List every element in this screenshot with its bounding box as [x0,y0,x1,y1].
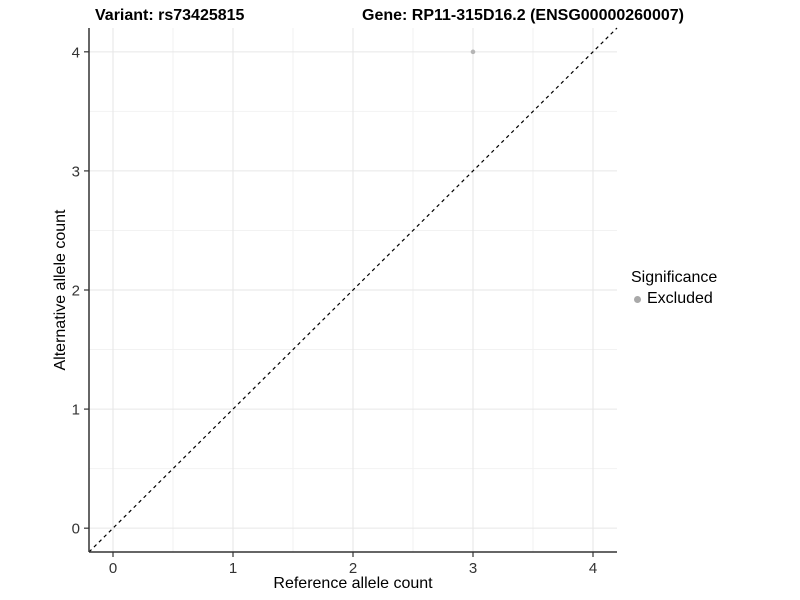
x-tick-label: 2 [349,560,357,577]
data-point [470,49,476,55]
legend: Significance Excluded [631,269,717,308]
legend-title: Significance [631,269,718,286]
x-tick-label: 0 [109,560,117,577]
y-axis-title: Alternative allele count [52,209,69,371]
legend-item: Excluded [631,290,717,308]
variant-title: Variant: rs73425815 [95,7,245,24]
x-tick-label: 3 [469,560,477,577]
y-tick-label: 4 [72,44,80,61]
y-tick-label: 1 [72,402,80,419]
legend-items: Excluded [631,290,717,308]
gene-title: Gene: RP11-315D16.2 (ENSG00000260007) [362,7,684,24]
y-tick-label: 0 [72,521,80,538]
x-axis-title: Reference allele count [273,575,433,592]
y-tick-label: 2 [72,283,80,300]
y-tick-label: 3 [72,163,80,180]
legend-item-label: Excluded [647,290,713,307]
legend-point-icon [634,295,641,303]
x-tick-label: 4 [589,560,597,577]
identity-line [88,27,618,553]
x-tick-label: 1 [229,560,237,577]
